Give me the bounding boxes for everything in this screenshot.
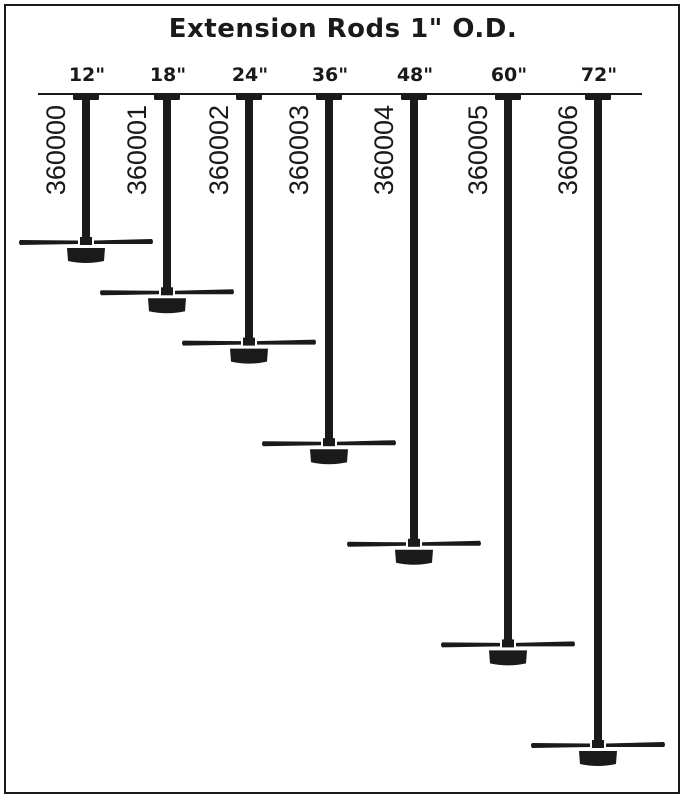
fan-blade-right <box>257 339 316 345</box>
extension-rod <box>245 98 253 343</box>
fan-hub <box>161 287 173 296</box>
fan-hub <box>592 740 604 748</box>
fan-blade-right <box>94 239 153 244</box>
diagram-title: Extension Rods 1" O.D. <box>168 14 518 44</box>
fan-hub <box>502 639 514 648</box>
fan-blade-left <box>441 642 500 648</box>
fan-blade-left <box>262 441 321 447</box>
rod-part-number: 360004 <box>369 105 399 195</box>
rod-mount-cap <box>154 93 180 100</box>
fan-hub <box>323 438 335 447</box>
rod-part-number: 360001 <box>122 105 152 195</box>
rod-length-label: 24" <box>232 64 268 86</box>
rod-part-number: 360002 <box>204 105 234 195</box>
extension-rod <box>504 98 512 645</box>
fan-blade-left <box>531 743 590 748</box>
extension-rod <box>594 98 602 745</box>
rod-part-number: 360006 <box>553 105 583 195</box>
diagram-frame <box>4 4 680 794</box>
rod-part-number: 360005 <box>463 105 493 195</box>
rod-part-number: 360000 <box>41 105 71 195</box>
extension-rod <box>163 98 171 293</box>
rod-part-number: 360003 <box>284 105 314 195</box>
rod-length-label: 72" <box>581 64 617 86</box>
fan-motor-housing <box>67 248 105 263</box>
fan-blade-left <box>100 290 159 296</box>
extension-rod <box>325 98 333 444</box>
rod-mount-cap <box>401 93 427 100</box>
fan-blade-right <box>337 440 396 446</box>
rod-length-label: 18" <box>150 64 186 86</box>
fan-motor-housing <box>489 650 527 666</box>
fan-blade-right <box>606 742 665 747</box>
fan-blade-left <box>19 240 78 245</box>
fan-hub <box>243 337 255 346</box>
rods-group: 12" 360000 18" 360001 24" 360002 36" 360003 48" 3… <box>19 64 665 766</box>
fan-hub <box>408 538 420 547</box>
fan-hub <box>80 237 92 245</box>
fan-blade-right <box>175 289 234 295</box>
fan-blade-right <box>422 540 481 546</box>
rod-length-label: 36" <box>312 64 348 86</box>
extension-rod <box>82 98 90 242</box>
rod-mount-cap <box>495 93 521 100</box>
fan-motor-housing <box>230 348 268 364</box>
fan-blade-right <box>516 641 575 647</box>
fan-blade-left <box>347 541 406 547</box>
fan-blade-left <box>182 340 241 346</box>
rod-mount-cap <box>236 93 262 100</box>
extension-rod <box>410 98 418 544</box>
rod-length-label: 60" <box>491 64 527 86</box>
rod-mount-cap <box>73 93 99 100</box>
rod-mount-cap <box>316 93 342 100</box>
fan-motor-housing <box>310 449 348 465</box>
rod-length-label: 48" <box>397 64 433 86</box>
rod-mount-cap <box>585 93 611 100</box>
fan-motor-housing <box>148 298 186 314</box>
rod-length-label: 12" <box>69 64 105 86</box>
fan-motor-housing <box>579 751 617 766</box>
fan-motor-housing <box>395 549 433 565</box>
